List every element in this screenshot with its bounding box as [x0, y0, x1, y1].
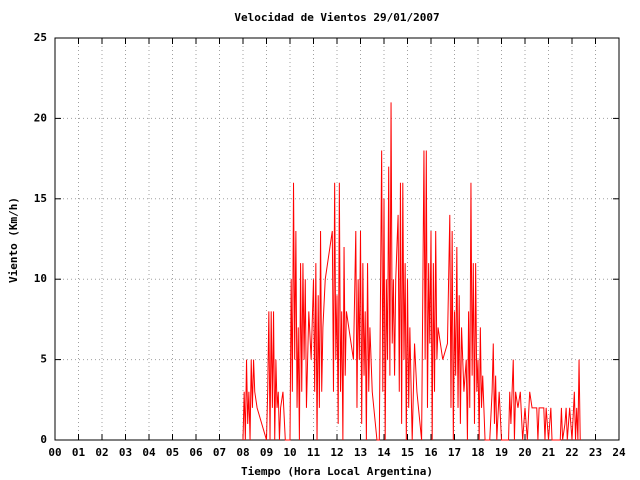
x-tick-label: 02: [95, 446, 108, 459]
x-tick-label: 15: [401, 446, 414, 459]
x-tick-label: 06: [189, 446, 203, 459]
x-tick-label: 20: [518, 446, 531, 459]
x-tick-label: 24: [612, 446, 626, 459]
y-tick-label: 10: [34, 272, 47, 285]
x-tick-label: 07: [213, 446, 226, 459]
x-tick-label: 18: [471, 446, 484, 459]
plot-frame: [54, 37, 620, 441]
x-tick-label: 03: [119, 446, 132, 459]
x-tick-label: 04: [142, 446, 156, 459]
y-tick-label: 0: [40, 433, 47, 446]
y-tick-label: 20: [34, 111, 47, 124]
x-tick-label: 21: [542, 446, 556, 459]
x-tick-label: 00: [48, 446, 61, 459]
x-tick-label: 08: [236, 446, 249, 459]
x-tick-label: 22: [565, 446, 578, 459]
y-tick-label: 25: [34, 31, 47, 44]
x-tick-label: 09: [260, 446, 273, 459]
x-tick-label: 23: [589, 446, 602, 459]
x-tick-label: 19: [495, 446, 508, 459]
x-tick-label: 17: [448, 446, 461, 459]
y-tick-label: 15: [34, 192, 47, 205]
y-axis-label: Viento (Km/h): [7, 197, 20, 283]
x-tick-label: 11: [307, 446, 321, 459]
x-tick-label: 16: [424, 446, 438, 459]
x-tick-label: 13: [354, 446, 367, 459]
x-tick-label: 01: [72, 446, 86, 459]
chart-title: Velocidad de Vientos 29/01/2007: [234, 11, 439, 24]
wind-line: [242, 102, 581, 441]
x-tick-label: 05: [166, 446, 179, 459]
x-axis-label: Tiempo (Hora Local Argentina): [241, 465, 433, 478]
x-tick-label: 12: [330, 446, 343, 459]
y-tick-label: 5: [40, 353, 47, 366]
x-tick-label: 14: [377, 446, 391, 459]
x-tick-label: 10: [283, 446, 296, 459]
